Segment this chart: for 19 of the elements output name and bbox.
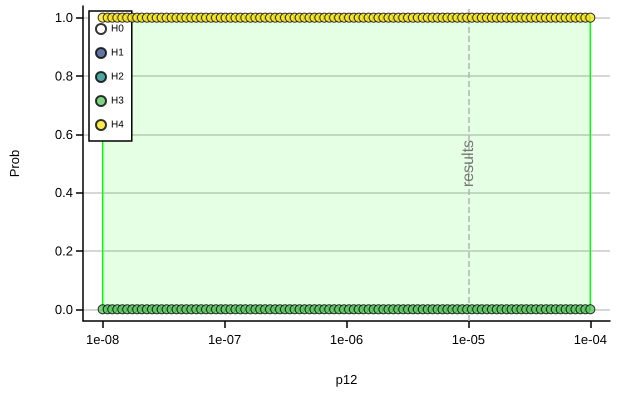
- x-tick-label: 1e-06: [330, 332, 364, 347]
- x-axis-title: p12: [336, 372, 358, 387]
- x-tick-label: 1e-04: [574, 332, 607, 347]
- legend-label: H2: [111, 72, 124, 82]
- x-tick-label: 1e-07: [208, 332, 242, 347]
- legend-label: H4: [111, 120, 124, 130]
- y-tick-label: 0.6: [54, 126, 73, 142]
- y-axis-title: Prob: [7, 150, 22, 178]
- y-tick-label: 0.0: [54, 302, 73, 317]
- y-tick-label: 0.4: [54, 185, 73, 200]
- x-tick-label: 1e-08: [86, 332, 120, 347]
- legend-label: H1: [111, 48, 124, 58]
- y-tick-label: 1.0: [54, 10, 73, 26]
- ref-line-label: results: [460, 140, 477, 188]
- y-tick-label: 0.2: [54, 244, 73, 258]
- legend-label: H3: [111, 96, 124, 106]
- legend-label: H0: [111, 24, 124, 34]
- x-tick-label: 1e-05: [452, 332, 486, 347]
- y-tick-label: 0.8: [54, 68, 73, 84]
